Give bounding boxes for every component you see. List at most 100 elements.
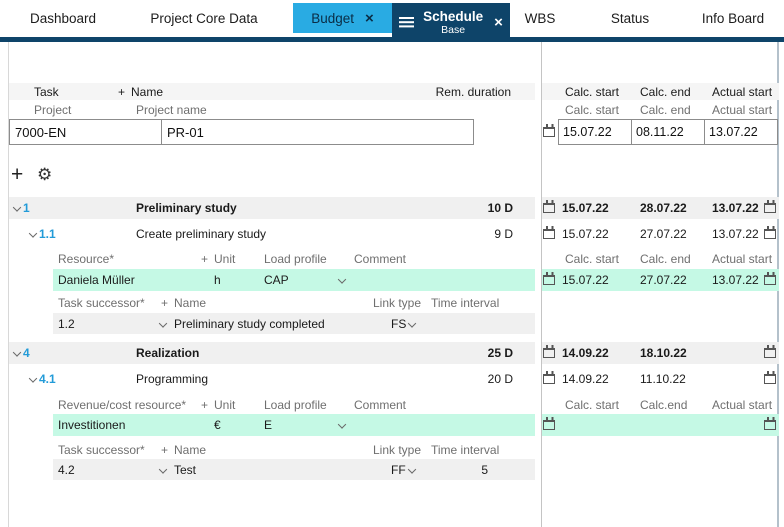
dropdown-chevron-icon[interactable] [338,421,347,430]
add-column-icon[interactable]: + [161,296,169,310]
successor-header-row: Task successor* + Name Link type Time in… [9,293,779,313]
calc-end-value[interactable]: 11.10.22 [640,372,686,386]
task-number: 1 [23,201,30,215]
task-row-4[interactable]: 4 Realization 25 D 14.09.22 18.10.22 [9,342,779,364]
calc-start-value[interactable]: 14.09.22 [562,346,609,360]
resource-row[interactable]: Investitionen € E [9,414,779,436]
calendar-icon[interactable] [543,226,555,239]
calendar-icon[interactable] [764,226,776,239]
link-type-col-label: Link type [373,442,422,457]
col-header-actual-start: Actual start [712,84,773,99]
calendar-icon[interactable] [543,124,555,137]
collapse-chevron-icon[interactable] [13,204,22,213]
calendar-icon[interactable] [764,345,776,358]
project-calc-start-field[interactable] [559,120,631,144]
project-name-field[interactable] [162,120,473,144]
task-number: 4.1 [39,372,56,386]
load-profile-col-label: Load profile [264,252,327,266]
calendar-icon[interactable] [764,272,776,285]
tab-project-core-data[interactable]: Project Core Data [140,3,268,33]
task-row-1[interactable]: 1 Preliminary study 10 D 15.07.22 28.07.… [9,197,779,219]
close-icon[interactable]: × [494,14,503,31]
dropdown-chevron-icon[interactable] [159,319,168,328]
tab-wbs[interactable]: WBS [512,3,568,33]
project-actual-start-field[interactable] [705,120,777,144]
col-header-name: Name [131,84,164,99]
tab-budget[interactable]: Budget × [293,3,392,33]
calc-start-value[interactable]: 15.07.22 [562,273,609,287]
add-column-icon[interactable]: + [161,442,169,457]
calendar-icon[interactable] [543,272,555,285]
tab-schedule[interactable]: Schedule Base × [392,3,510,42]
add-column-icon[interactable]: + [118,84,126,99]
successor-time-interval[interactable]: 5 [481,462,488,477]
collapse-chevron-icon[interactable] [29,230,38,239]
task-duration: 25 D [487,346,513,360]
calc-start-value[interactable]: 15.07.22 [562,227,609,241]
calendar-icon[interactable] [764,417,776,430]
calc-start-value[interactable]: 15.07.22 [562,201,609,215]
successor-name[interactable]: Test [174,462,197,477]
tab-info-board[interactable]: Info Board [686,3,780,33]
calc-start-value[interactable]: 14.09.22 [562,372,609,386]
calendar-icon[interactable] [543,371,555,384]
resource-load-profile[interactable]: CAP [264,273,289,287]
successor-link-type[interactable]: FF [391,462,406,477]
resource-unit[interactable]: h [214,273,221,287]
calendar-icon[interactable] [764,200,776,213]
actual-start-value[interactable]: 13.07.22 [712,227,759,241]
sub-label-actual-start: Actual start [712,102,773,117]
resource-name[interactable]: Investitionen [58,418,126,432]
add-column-icon[interactable]: + [201,397,209,412]
project-calc-end-field[interactable] [632,120,704,144]
calc-end-value[interactable]: 28.07.22 [640,201,687,215]
tab-dashboard[interactable]: Dashboard [18,3,108,33]
calendar-icon[interactable] [543,417,555,430]
gear-icon[interactable]: ⚙ [37,165,53,185]
actual-start-value[interactable]: 13.07.22 [712,273,759,287]
collapse-chevron-icon[interactable] [29,375,38,384]
successor-row[interactable]: 1.2 Preliminary study completed FS [9,313,779,334]
name-col-label: Name [174,296,207,310]
calendar-icon[interactable] [764,371,776,384]
calc-end-value[interactable]: 18.10.22 [640,346,687,360]
tab-label: Info Board [701,10,765,26]
tab-label: Schedule [423,8,484,24]
tab-status[interactable]: Status [594,3,666,33]
successor-id[interactable]: 1.2 [58,316,75,331]
calendar-icon[interactable] [543,345,555,358]
successor-id[interactable]: 4.2 [58,462,75,477]
dropdown-chevron-icon[interactable] [408,465,417,474]
calendar-icon[interactable] [543,200,555,213]
task-row-4-1[interactable]: 4.1 Programming 20 D 14.09.22 11.10.22 [9,368,779,390]
collapse-chevron-icon[interactable] [13,349,22,358]
task-duration: 9 D [494,227,513,241]
dropdown-chevron-icon[interactable] [159,465,168,474]
panel-divider [541,42,542,527]
successor-row[interactable]: 4.2 Test FF 5 [9,459,779,480]
tab-bar: Dashboard Project Core Data Budget × Sch… [0,0,784,42]
calc-end-value[interactable]: 27.07.22 [640,227,687,241]
close-icon[interactable]: × [365,9,374,27]
project-id-field[interactable] [10,120,161,144]
resource-row[interactable]: Daniela Müller h CAP 15.07.22 27.07.22 1… [9,269,779,291]
sub-label-actual-start: Actual start [712,252,773,266]
calc-end-value[interactable]: 27.07.22 [640,273,687,287]
menu-icon[interactable] [399,17,415,28]
project-input-box [9,119,474,145]
add-column-icon[interactable]: + [201,252,209,266]
resource-name[interactable]: Daniela Müller [58,273,135,287]
resource-unit[interactable]: € [214,418,221,432]
active-tab-underline [0,37,784,42]
project-input-row [9,119,779,145]
dropdown-chevron-icon[interactable] [338,276,347,285]
actual-start-value[interactable]: 13.07.22 [712,201,759,215]
task-row-1-1[interactable]: 1.1 Create preliminary study 9 D 15.07.2… [9,223,779,245]
resource-load-profile[interactable]: E [264,418,273,432]
sub-label-calc-end: Calc.end [640,397,688,412]
successor-link-type[interactable]: FS [391,316,407,331]
successor-name[interactable]: Preliminary study completed [174,316,325,331]
add-task-button[interactable]: + [11,163,24,186]
sub-label-calc-end: Calc. end [640,102,691,117]
dropdown-chevron-icon[interactable] [408,319,417,328]
